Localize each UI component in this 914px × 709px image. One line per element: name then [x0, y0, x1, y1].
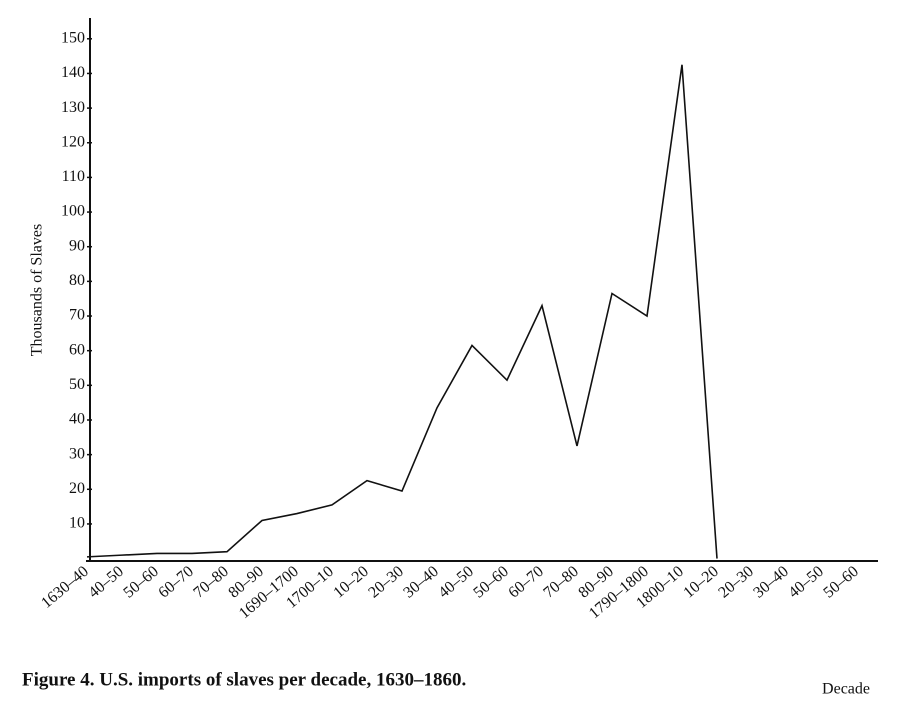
data-line: [86, 64, 718, 559]
y-tick-label: 100: [61, 203, 85, 220]
y-tick-label: 110: [62, 168, 85, 185]
y-tick-label: 30: [69, 445, 85, 462]
y-tick-label: 40: [69, 411, 85, 428]
y-tick-label: 80: [69, 272, 85, 289]
y-tick-label: 60: [69, 341, 85, 358]
x-tick-label: 40–50: [785, 563, 827, 602]
caption: Figure 4. U.S. imports of slaves per dec…: [22, 669, 466, 690]
x-tick-label: 40–50: [85, 563, 127, 602]
x-tick-label: 40–50: [435, 563, 477, 602]
x-tick-label: 50–60: [820, 563, 862, 602]
x-tick-label: 50–60: [120, 563, 162, 602]
x-tick-label: 20–30: [365, 563, 407, 602]
y-tick-label: 130: [61, 99, 85, 116]
x-tick-label: 30–40: [750, 563, 792, 602]
x-tick-label: 70–80: [540, 563, 582, 602]
y-tick-label: 150: [61, 29, 85, 46]
x-tick-label: 60–70: [155, 563, 197, 602]
x-tick-label: 1630–40: [38, 563, 92, 612]
x-tick-label: 20–30: [715, 563, 757, 602]
x-axis-label: Decade: [822, 681, 870, 698]
y-tick-label: 20: [69, 480, 85, 497]
x-tick-label: 30–40: [400, 563, 442, 602]
y-tick-label: 120: [61, 133, 85, 150]
y-tick-label: 140: [61, 64, 85, 81]
x-tick-label: 60–70: [505, 563, 547, 602]
x-tick-label: 10–20: [330, 563, 372, 602]
y-tick-label: 90: [69, 237, 85, 254]
y-tick-label: 50: [69, 376, 85, 393]
x-tick-label: 10–20: [680, 563, 722, 602]
x-tick-label: 50–60: [470, 563, 512, 602]
y-tick-label: 70: [69, 307, 85, 324]
x-tick-label: 70–80: [190, 563, 232, 602]
y-axis-label: Thousands of Slaves: [29, 224, 46, 356]
y-tick-label: 10: [69, 515, 85, 532]
